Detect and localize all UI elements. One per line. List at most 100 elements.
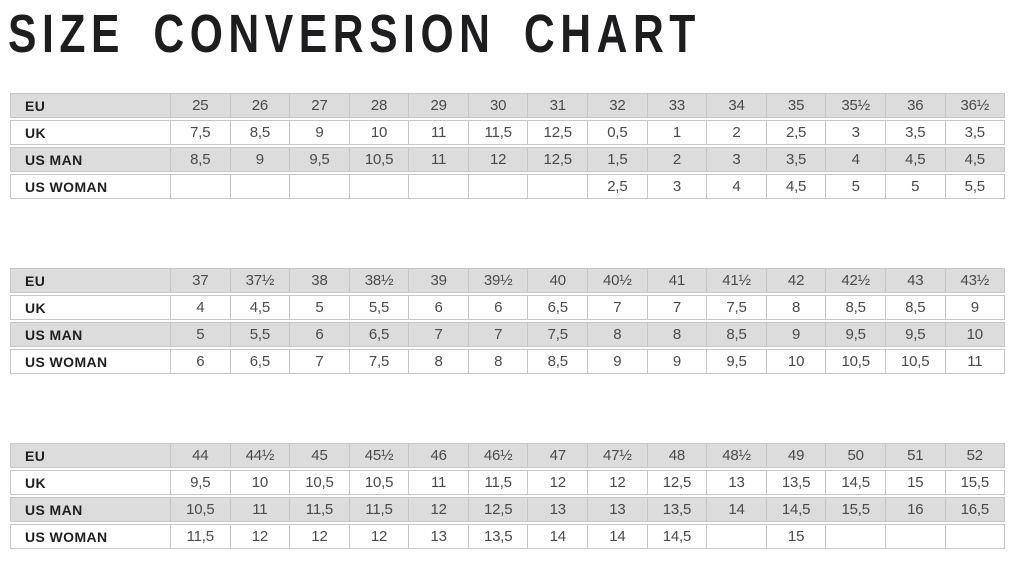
table-row-us-woman: US WOMAN 2,5 3 4 4,5 5 5 5,5 [10,174,1005,199]
size-value-cell [229,175,290,198]
size-value-cell: 46½ [467,444,528,467]
size-value-cell: 47 [527,444,587,467]
size-value-cell: 6,5 [348,323,409,346]
table-row-eu: EU 37 37½ 38 38½ 39 39½ 40 40½ 41 41½ 42 42½ 43 43½ [10,268,1005,293]
size-value-cell: 40½ [587,269,647,292]
size-value-cell: 26 [229,94,290,117]
size-value-cell: 12 [348,525,409,548]
size-value-cell: 7,5 [348,350,409,373]
size-value-cell: 6,5 [527,296,587,319]
size-value-cell: 7 [408,323,468,346]
size-value-cell: 2,5 [587,175,647,198]
size-value-cell: 43½ [944,269,1005,292]
size-value-cell: 15 [884,471,945,494]
size-value-cell: 14,5 [646,525,707,548]
size-value-cell: 9 [229,148,290,171]
size-value-cell: 28 [348,94,409,117]
size-value-cell: 33 [646,94,707,117]
size-value-cell: 13,5 [646,498,707,521]
table-row-eu: EU 44 44½ 45 45½ 46 46½ 47 47½ 48 48½ 49 50 51 52 [10,443,1005,468]
size-value-cell: 36 [884,94,945,117]
size-value-cell: 35 [765,94,826,117]
size-value-cell: 3,5 [765,148,826,171]
size-value-cell: 11 [229,498,290,521]
size-value-cell: 29 [408,94,468,117]
size-value-cell: 10 [348,121,409,144]
row-label: US MAN [25,151,83,168]
size-value-cell: 4 [170,296,230,319]
size-value-cell: 4 [706,175,766,198]
size-value-cell: 35½ [825,94,885,117]
size-value-cell: 9 [587,350,647,373]
size-value-cell: 9,5 [825,323,885,346]
size-value-cell [527,175,587,198]
size-value-cell: 14 [706,498,766,521]
size-value-cell: 8 [467,350,528,373]
size-value-cell: 5 [289,296,349,319]
size-value-cell: 11 [944,350,1005,373]
size-value-cell: 46 [408,444,468,467]
size-value-cell: 42½ [825,269,885,292]
row-label: US MAN [25,326,83,343]
size-value-cell: 10 [229,471,290,494]
size-value-cell: 2 [706,121,766,144]
size-value-cell: 14,5 [765,498,826,521]
size-value-cell: 41½ [706,269,766,292]
size-value-cell: 45½ [348,444,409,467]
size-value-cell: 34 [706,94,766,117]
size-value-cell: 15 [765,525,826,548]
size-value-cell: 9 [289,121,349,144]
size-value-cell: 8 [765,296,826,319]
row-label: US MAN [25,501,83,518]
size-value-cell: 8,5 [229,121,290,144]
size-value-cell: 38½ [348,269,409,292]
size-table-eu-44-52: EU 44 44½ 45 45½ 46 46½ 47 47½ 48 48½ 49 50 51 52 UK 9,5… [10,443,1005,551]
size-table-eu-25-36: EU 25 26 27 28 29 30 31 32 33 34 35 35½ 36 36½ UK 7,5 8,5… [10,93,1005,201]
size-value-cell: 3 [646,175,707,198]
size-value-cell: 10,5 [348,148,409,171]
size-value-cell [289,175,349,198]
size-value-cell: 5 [170,323,230,346]
size-value-cell: 13,5 [467,525,528,548]
size-value-cell: 39 [408,269,468,292]
size-value-cell: 44 [170,444,230,467]
size-value-cell: 7,5 [527,323,587,346]
size-value-cell: 8,5 [170,148,230,171]
row-label: US WOMAN [25,528,108,545]
size-value-cell: 40 [527,269,587,292]
size-value-cell: 6 [408,296,468,319]
row-label: EU [25,447,46,464]
size-value-cell: 5 [884,175,945,198]
size-value-cell: 12,5 [646,471,707,494]
size-value-cell: 11,5 [348,498,409,521]
size-value-cell: 7,5 [170,121,230,144]
row-label: EU [25,272,46,289]
size-value-cell [467,175,528,198]
size-value-cell [408,175,468,198]
size-value-cell: 8 [646,323,707,346]
size-value-cell: 14,5 [825,471,885,494]
size-value-cell: 44½ [229,444,290,467]
size-value-cell: 16 [884,498,945,521]
row-label: US WOMAN [25,178,108,195]
table-row-us-man: US MAN 5 5,5 6 6,5 7 7 7,5 8 8 8,5 9 9,5 9,5 10 [10,322,1005,347]
size-value-cell [706,525,766,548]
size-value-cell: 8,5 [527,350,587,373]
size-value-cell: 51 [884,444,945,467]
size-value-cell: 42 [765,269,826,292]
table-row-us-man: US MAN 8,5 9 9,5 10,5 11 12 12,5 1,5 2 3 3,5 4 4,5 4,5 [10,147,1005,172]
size-value-cell: 6 [467,296,528,319]
size-value-cell: 7,5 [706,296,766,319]
size-value-cell [944,525,1005,548]
size-value-cell: 12 [527,471,587,494]
size-value-cell: 7 [587,296,647,319]
table-row-uk: UK 4 4,5 5 5,5 6 6 6,5 7 7 7,5 8 8,5 8,5 9 [10,295,1005,320]
size-value-cell: 1,5 [587,148,647,171]
size-value-cell: 43 [884,269,945,292]
size-value-cell [348,175,409,198]
size-value-cell: 27 [289,94,349,117]
size-value-cell: 8,5 [706,323,766,346]
size-value-cell: 12,5 [527,148,587,171]
size-value-cell: 15,5 [944,471,1005,494]
row-label: UK [25,299,47,316]
